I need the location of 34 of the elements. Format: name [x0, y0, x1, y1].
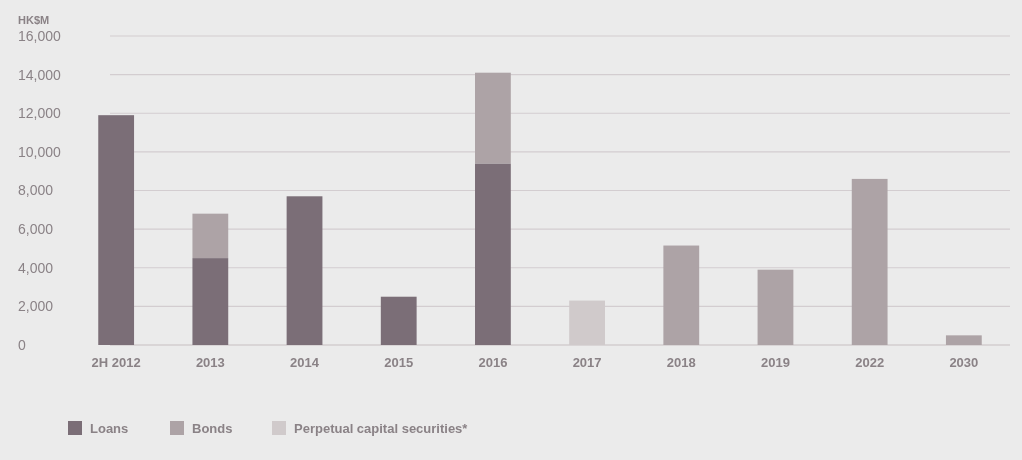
- y-tick-label: 0: [18, 336, 26, 353]
- bar: [475, 163, 511, 345]
- x-tick-label: 2H 2012: [91, 355, 141, 370]
- x-tick-label: 2030: [949, 355, 979, 370]
- bar: [663, 245, 700, 345]
- bar: [851, 178, 888, 345]
- legend-label: Bonds: [192, 421, 233, 436]
- bar: [757, 269, 794, 345]
- x-tick-label: 2019: [761, 355, 790, 370]
- y-tick-label: 10,000: [18, 143, 62, 160]
- bar: [192, 258, 229, 345]
- x-tick-label: 2016: [478, 355, 508, 370]
- legend-label: Perpetual capital securities*: [294, 421, 469, 436]
- x-tick-label: 2017: [572, 355, 602, 370]
- y-tick-label: 12,000: [18, 105, 62, 122]
- bar: [286, 196, 323, 345]
- y-tick-label: 14,000: [18, 66, 62, 83]
- x-tick-label: 2018: [666, 355, 696, 370]
- bar: [475, 72, 511, 164]
- x-tick-label: 2022: [855, 355, 885, 370]
- bar: [98, 115, 135, 345]
- x-tick-label: 2014: [290, 355, 320, 370]
- bar: [380, 296, 417, 345]
- y-tick-label: 2,000: [18, 298, 54, 315]
- bar: [945, 335, 982, 345]
- bar: [192, 213, 229, 259]
- y-tick-label: 4,000: [18, 259, 54, 276]
- y-tick-label: 8,000: [18, 182, 54, 199]
- x-tick-label: 2015: [384, 355, 414, 370]
- legend-label: Loans: [90, 421, 129, 436]
- y-axis-title: HK$M: [18, 14, 50, 26]
- y-tick-label: 6,000: [18, 221, 54, 238]
- x-tick-label: 2013: [195, 355, 225, 370]
- y-tick-label: 16,000: [18, 27, 62, 44]
